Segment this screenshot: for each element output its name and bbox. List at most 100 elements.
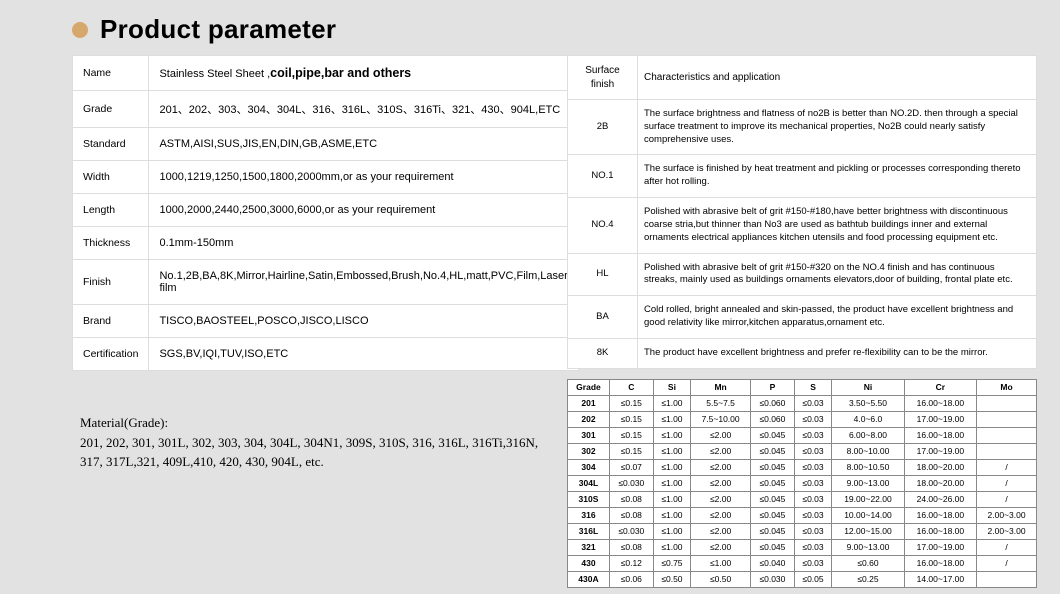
param-key: Brand [73,305,149,338]
chem-cell: ≤0.03 [794,395,831,411]
chem-cell [977,411,1037,427]
chem-cell: ≤0.03 [794,539,831,555]
chem-cell: ≤0.045 [751,475,795,491]
chem-col: Cr [904,379,976,395]
chem-row: 430≤0.12≤0.75≤1.00≤0.040≤0.03≤0.6016.00~… [568,555,1037,571]
chem-col: Grade [568,379,610,395]
chem-cell: ≤1.00 [653,427,690,443]
surface-row: BACold rolled, bright annealed and skin-… [568,296,1037,339]
chem-cell: ≤0.25 [832,571,904,587]
param-key: Finish [73,260,149,305]
chem-col: Ni [832,379,904,395]
content: NameStainless Steel Sheet ,coil,pipe,bar… [0,55,1060,588]
chemical-composition-table: GradeCSiMnPSNiCrMo 201≤0.15≤1.005.5~7.5≤… [567,379,1037,588]
product-params-table: NameStainless Steel Sheet ,coil,pipe,bar… [72,55,579,371]
chem-col: Mn [691,379,751,395]
chem-cell: ≤0.030 [751,571,795,587]
chem-cell: ≤0.045 [751,507,795,523]
material-grade-block: Material(Grade): 201, 202, 301, 301L, 30… [72,413,557,472]
surface-value: The product have excellent brightness an… [638,338,1037,368]
param-key: Grade [73,91,149,128]
surface-value: Polished with abrasive belt of grit #150… [638,198,1037,253]
chem-row: 430A≤0.06≤0.50≤0.50≤0.030≤0.05≤0.2514.00… [568,571,1037,587]
chem-cell: 7.5~10.00 [691,411,751,427]
chem-cell: ≤0.030 [609,475,653,491]
chem-cell: ≤2.00 [691,523,751,539]
chem-cell: 9.00~13.00 [832,475,904,491]
param-value: ASTM,AISI,SUS,JIS,EN,DIN,GB,ASME,ETC [149,128,578,161]
surface-row: 8KThe product have excellent brightness … [568,338,1037,368]
chem-col: Si [653,379,690,395]
chem-grade: 316L [568,523,610,539]
chem-cell: 2.00~3.00 [977,523,1037,539]
chem-cell: ≤0.045 [751,491,795,507]
chem-cell: 16.00~18.00 [904,395,976,411]
surface-key: NO.4 [568,198,638,253]
chem-cell: ≤2.00 [691,475,751,491]
chem-cell: ≤0.60 [832,555,904,571]
chem-cell: ≤0.03 [794,555,831,571]
right-column: Surface finish Characteristics and appli… [567,55,1037,588]
chem-row: 302≤0.15≤1.00≤2.00≤0.045≤0.038.00~10.001… [568,443,1037,459]
chem-cell: ≤1.00 [691,555,751,571]
param-value: 1000,1219,1250,1500,1800,2000mm,or as yo… [149,161,578,194]
surface-value: The surface is finished by heat treatmen… [638,155,1037,198]
chem-cell: ≤1.00 [653,443,690,459]
chem-cell: 16.00~18.00 [904,523,976,539]
chem-cell: ≤0.060 [751,411,795,427]
surface-header-row: Surface finish Characteristics and appli… [568,56,1037,100]
chem-grade: 202 [568,411,610,427]
surface-key: BA [568,296,638,339]
chem-cell [977,443,1037,459]
chem-cell: ≤1.00 [653,475,690,491]
surface-key: 8K [568,338,638,368]
chem-cell [977,571,1037,587]
chem-cell: 2.00~3.00 [977,507,1037,523]
chem-cell: ≤0.15 [609,443,653,459]
chem-cell: 17.00~19.00 [904,443,976,459]
chem-cell: / [977,539,1037,555]
chem-cell: 4.0~6.0 [832,411,904,427]
chem-cell: ≤0.060 [751,395,795,411]
page-header: Product parameter [0,0,1060,55]
chem-col: S [794,379,831,395]
chem-cell: ≤0.15 [609,427,653,443]
param-value: SGS,BV,IQI,TUV,ISO,ETC [149,338,578,371]
surface-row: 2BThe surface brightness and flatness of… [568,100,1037,155]
chem-grade: 310S [568,491,610,507]
chem-cell: ≤1.00 [653,491,690,507]
chem-header-row: GradeCSiMnPSNiCrMo [568,379,1037,395]
chem-grade: 304 [568,459,610,475]
chem-cell: 18.00~20.00 [904,475,976,491]
chem-grade: 316 [568,507,610,523]
param-row: FinishNo.1,2B,BA,8K,Mirror,Hairline,Sati… [73,260,579,305]
chem-grade: 430 [568,555,610,571]
surface-row: NO.4Polished with abrasive belt of grit … [568,198,1037,253]
param-row: BrandTISCO,BAOSTEEL,POSCO,JISCO,LISCO [73,305,579,338]
param-value: 1000,2000,2440,2500,3000,6000,or as your… [149,194,578,227]
chem-cell: ≤0.03 [794,507,831,523]
chem-col: P [751,379,795,395]
param-key: Length [73,194,149,227]
chem-cell: ≤0.50 [691,571,751,587]
chem-cell: 3.50~5.50 [832,395,904,411]
chem-cell: ≤2.00 [691,491,751,507]
chem-cell: / [977,475,1037,491]
chem-row: 304L≤0.030≤1.00≤2.00≤0.045≤0.039.00~13.0… [568,475,1037,491]
param-key: Name [73,56,149,91]
chem-cell: ≤2.00 [691,459,751,475]
chem-cell: 16.00~18.00 [904,555,976,571]
chem-cell: 12.00~15.00 [832,523,904,539]
chem-cell: ≤0.07 [609,459,653,475]
param-key: Certification [73,338,149,371]
surface-finish-table: Surface finish Characteristics and appli… [567,55,1037,369]
chem-cell: ≤1.00 [653,523,690,539]
chem-cell: ≤0.50 [653,571,690,587]
chem-row: 201≤0.15≤1.005.5~7.5≤0.060≤0.033.50~5.50… [568,395,1037,411]
material-text: 201, 202, 301, 301L, 302, 303, 304, 304L… [80,433,557,472]
param-value: Stainless Steel Sheet ,coil,pipe,bar and… [149,56,578,91]
chem-cell: ≤0.03 [794,491,831,507]
surface-col1: Surface finish [568,56,638,100]
chem-cell [977,395,1037,411]
chem-cell: ≤2.00 [691,539,751,555]
